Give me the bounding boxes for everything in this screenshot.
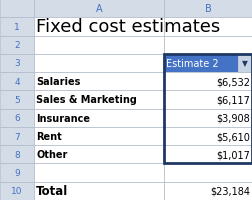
Bar [0,18,34,36]
Bar [34,18,164,36]
Text: ▼: ▼ [242,59,248,68]
Text: $6,117: $6,117 [216,95,250,105]
Bar [0,73,34,91]
Bar [34,55,164,73]
Bar [0,0,34,18]
Bar [164,91,252,109]
Bar [164,145,252,164]
Bar [0,145,34,164]
Bar [0,91,34,109]
Bar [34,36,164,55]
Text: 4: 4 [14,77,20,86]
Text: $5,610: $5,610 [216,131,250,141]
Text: 2: 2 [14,41,20,50]
Text: $23,184: $23,184 [210,186,250,196]
Text: Rent: Rent [36,131,62,141]
Bar [0,182,34,200]
Bar [0,164,34,182]
Text: 8: 8 [14,150,20,159]
Text: Sales & Marketing: Sales & Marketing [36,95,137,105]
Bar [164,182,252,200]
Bar [164,55,252,73]
Bar [34,145,164,164]
Bar [34,0,164,18]
Text: 7: 7 [14,132,20,141]
Text: 5: 5 [14,96,20,104]
Text: 10: 10 [11,186,23,195]
Text: $6,532: $6,532 [216,77,250,87]
Bar [0,55,34,73]
Text: $3,908: $3,908 [216,113,250,123]
Text: Insurance: Insurance [36,113,90,123]
Text: 9: 9 [14,168,20,177]
Bar [164,164,252,182]
Bar [164,73,252,91]
Bar [34,109,164,127]
Text: 1: 1 [14,23,20,32]
Text: 3: 3 [14,59,20,68]
Text: B: B [205,4,211,14]
Bar [164,55,238,73]
Text: $1,017: $1,017 [216,150,250,160]
Bar [164,127,252,145]
Text: Total: Total [36,184,68,197]
Text: 6: 6 [14,114,20,123]
Text: Fixed cost estimates: Fixed cost estimates [36,18,220,36]
Bar [164,36,252,55]
Bar [164,55,252,164]
Text: Other: Other [36,150,68,160]
Bar [0,127,34,145]
Bar [238,55,252,73]
Text: Salaries: Salaries [36,77,80,87]
Bar [34,164,164,182]
Bar [34,91,164,109]
Bar [164,18,252,36]
Bar [34,73,164,91]
Bar [0,109,34,127]
Bar [0,36,34,55]
Bar [34,127,164,145]
Bar [164,0,252,18]
Bar [34,182,164,200]
Text: Estimate 2: Estimate 2 [166,59,218,69]
Text: A: A [96,4,102,14]
Bar [164,109,252,127]
